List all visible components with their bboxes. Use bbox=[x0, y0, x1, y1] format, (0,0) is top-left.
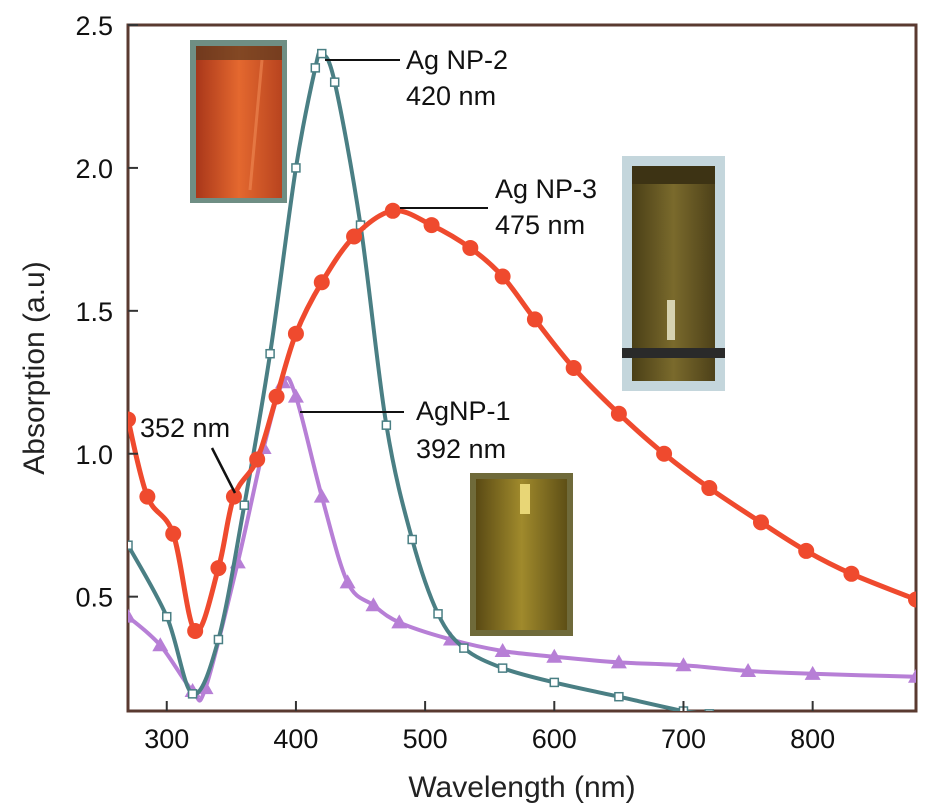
data-point-agnp-1 bbox=[287, 388, 304, 403]
ag-np-2-peak-label: 420 nm bbox=[406, 81, 496, 111]
data-point-ag-np-3 bbox=[268, 388, 285, 405]
data-point-ag-np-2 bbox=[310, 63, 321, 73]
data-point-ag-np-3 bbox=[187, 622, 204, 639]
data-point-ag-np-3 bbox=[526, 311, 543, 328]
x-tick-label: 300 bbox=[144, 724, 189, 754]
data-point-agnp-1 bbox=[546, 648, 563, 663]
y-tick-label: 2.5 bbox=[75, 11, 113, 41]
data-point-ag-np-3 bbox=[346, 228, 363, 245]
data-point-ag-np-2 bbox=[459, 643, 469, 653]
data-point-ag-np-3 bbox=[494, 268, 511, 285]
data-point-ag-np-2 bbox=[291, 163, 301, 173]
data-point-ag-np-2 bbox=[497, 663, 508, 673]
vial-agnp-1-inset bbox=[470, 473, 573, 636]
data-point-agnp-1 bbox=[128, 608, 136, 623]
vial-ag-np-2-inset bbox=[190, 40, 287, 203]
data-point-ag-np-2 bbox=[162, 611, 172, 622]
data-point-ag-np-3 bbox=[165, 525, 182, 542]
data-point-ag-np-2 bbox=[317, 48, 327, 59]
ag-np-3-label: Ag NP-3 bbox=[495, 174, 597, 204]
data-point-ag-np-3 bbox=[313, 274, 330, 291]
data-point-ag-np-2 bbox=[704, 709, 715, 711]
data-point-ag-np-3 bbox=[610, 405, 627, 422]
data-point-agnp-1 bbox=[313, 488, 330, 503]
data-point-agnp-1 bbox=[494, 642, 511, 657]
data-point-ag-np-3 bbox=[798, 542, 815, 559]
agnp-1-label: AgNP-1 bbox=[416, 396, 511, 426]
data-point-agnp-1 bbox=[908, 668, 916, 683]
data-point-ag-np-2 bbox=[549, 677, 560, 688]
data-point-agnp-1 bbox=[675, 657, 692, 672]
y-axis: 0.5 1.0 1.5 2.0 2.5 bbox=[75, 11, 138, 613]
data-point-ag-np-3 bbox=[225, 488, 242, 505]
data-point-ag-np-2 bbox=[614, 691, 624, 702]
data-point-agnp-1 bbox=[610, 654, 627, 669]
series-ag-np-3 bbox=[128, 202, 916, 639]
x-tick-label: 600 bbox=[532, 724, 577, 754]
data-point-agnp-1 bbox=[339, 574, 356, 589]
data-point-ag-np-3 bbox=[701, 480, 718, 497]
data-point-ag-np-3 bbox=[249, 451, 266, 468]
data-point-ag-np-2 bbox=[407, 534, 417, 545]
series-line-ag-np-2 bbox=[128, 50, 697, 711]
y-axis-title: Absorption (a.u) bbox=[18, 261, 51, 474]
x-axis-title: Wavelength (nm) bbox=[408, 771, 635, 804]
data-point-ag-np-3 bbox=[287, 325, 304, 342]
data-point-ag-np-3 bbox=[139, 488, 156, 505]
data-point-ag-np-2 bbox=[265, 348, 275, 359]
data-point-ag-np-2 bbox=[329, 77, 340, 87]
data-point-ag-np-3 bbox=[843, 565, 860, 582]
y-tick-label: 1.0 bbox=[75, 440, 113, 470]
data-point-ag-np-3 bbox=[423, 217, 440, 234]
352nm-leader-line bbox=[210, 447, 237, 494]
data-point-ag-np-3 bbox=[752, 514, 769, 531]
series-layer bbox=[128, 48, 916, 711]
data-point-ag-np-3 bbox=[656, 445, 673, 462]
x-tick-label: 800 bbox=[790, 724, 835, 754]
data-point-ag-np-2 bbox=[239, 500, 250, 510]
data-point-ag-np-2 bbox=[128, 540, 133, 550]
data-point-ag-np-2 bbox=[381, 420, 392, 430]
y-tick-label: 2.0 bbox=[75, 154, 113, 184]
data-point-agnp-1 bbox=[804, 665, 821, 680]
vial-ag-np-3-inset bbox=[622, 156, 725, 391]
data-point-ag-np-2 bbox=[433, 609, 443, 619]
data-point-ag-np-2 bbox=[213, 634, 224, 645]
x-axis: 300 400 500 600 700 800 bbox=[144, 701, 835, 754]
y-tick-label: 1.5 bbox=[75, 297, 113, 327]
ag-np-3-peak-label: 475 nm bbox=[495, 210, 585, 240]
data-point-ag-np-3 bbox=[565, 360, 582, 376]
data-point-ag-np-3 bbox=[128, 411, 136, 428]
data-point-ag-np-3 bbox=[908, 591, 916, 608]
352nm-label: 352 nm bbox=[140, 413, 230, 443]
data-point-ag-np-2 bbox=[187, 689, 198, 699]
data-point-ag-np-3 bbox=[462, 239, 479, 256]
ag-np-2-label: Ag NP-2 bbox=[406, 45, 508, 75]
x-tick-label: 400 bbox=[273, 724, 318, 754]
data-point-agnp-1 bbox=[740, 662, 757, 677]
data-point-agnp-1 bbox=[391, 614, 408, 629]
data-point-ag-np-3 bbox=[384, 202, 401, 219]
data-point-ag-np-3 bbox=[210, 560, 227, 577]
x-tick-label: 700 bbox=[661, 724, 706, 754]
y-tick-label: 0.5 bbox=[75, 583, 113, 613]
data-point-agnp-1 bbox=[365, 597, 382, 612]
agnp-1-peak-label: 392 nm bbox=[416, 434, 506, 464]
data-point-agnp-1 bbox=[152, 637, 169, 652]
x-tick-label: 500 bbox=[403, 724, 448, 754]
